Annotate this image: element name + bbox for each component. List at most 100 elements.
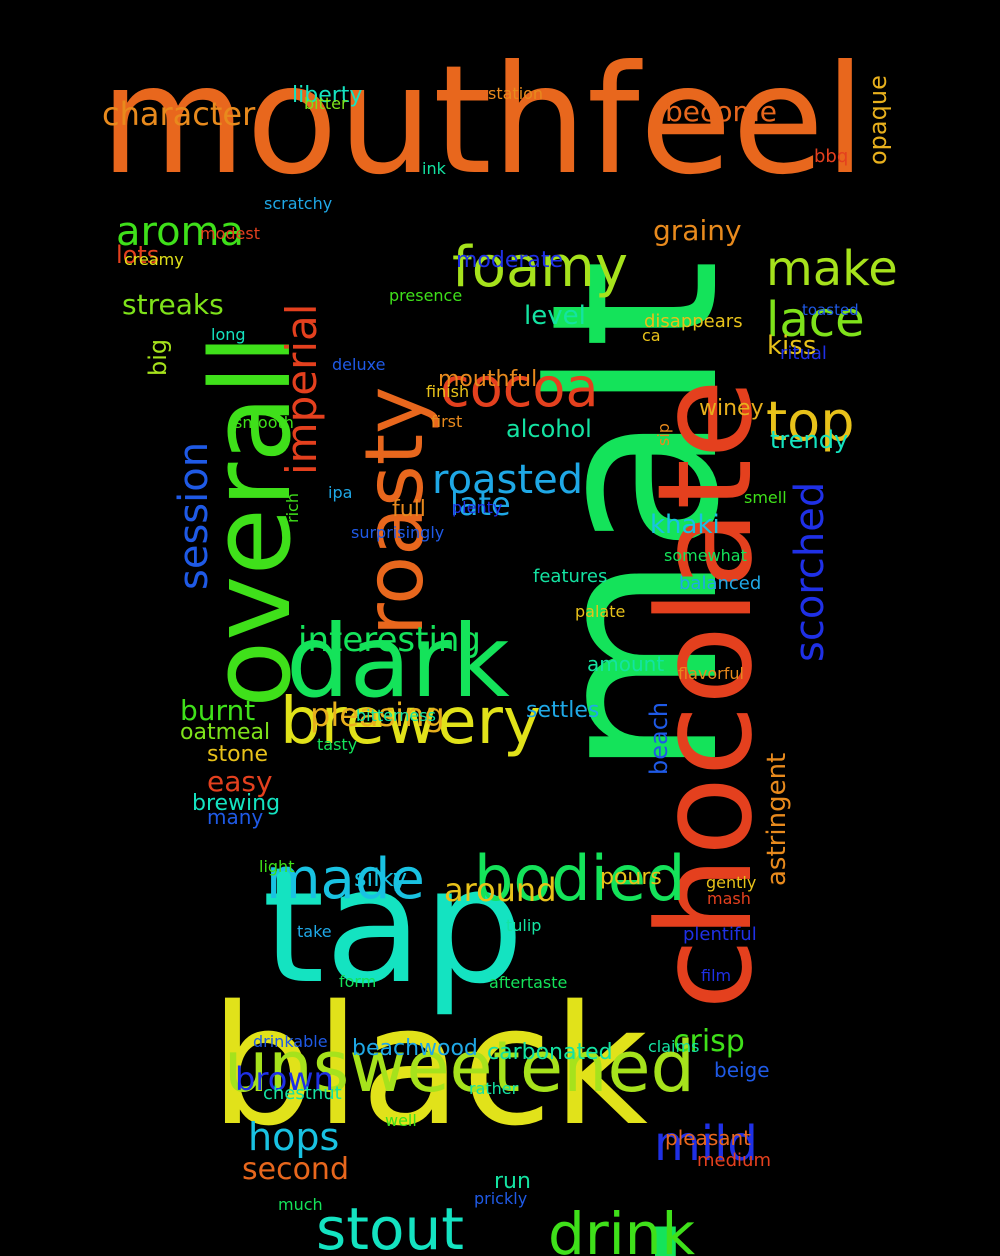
word-tap: tap [262,832,525,1019]
word-chocolate: chocolate [629,378,781,1010]
word-bitter: bitter [304,94,348,113]
word-black: black [210,970,648,1162]
word-many: many [207,805,264,829]
word-medium: medium [697,1150,771,1171]
word-drinkable: drinkable [253,1032,328,1051]
word-rich: rich [283,493,302,523]
word-stout: stout [316,1195,464,1256]
word-brewery: brewery [280,685,541,759]
word-bitterness: bitterness [356,706,436,725]
word-amount: amount [587,652,665,676]
word-alcohol: alcohol [506,415,592,443]
word-roasted: roasted [432,457,584,503]
word-presence: presence [389,286,463,305]
word-astringent: astringent [762,752,792,886]
word-claims: claims [648,1037,700,1056]
word-dark: dark [286,603,510,720]
word-gently: gently [706,873,757,892]
word-bbq: bbq [814,146,849,167]
word-character: character [102,95,256,133]
word-stone: stone [207,742,269,767]
word-grainy: grainy [653,214,742,247]
word-smell: smell [744,488,787,507]
word-prickly: prickly [474,1189,528,1208]
word-moderate: moderate [456,248,564,273]
word-lots: lots [116,241,160,269]
word-mild: mild [654,1116,758,1172]
word-features: features [533,566,608,587]
word-ritual: ritual [780,343,827,364]
word-winey: winey [699,396,764,421]
word-ink: ink [422,159,446,178]
word-run: run [494,1169,531,1194]
word-opaque: opaque [864,75,892,165]
word-finish: finish [426,382,470,401]
word-surprisingly: surprisingly [351,523,445,542]
word-hops: hops [248,1115,340,1159]
word-creamy: creamy [124,250,184,269]
word-imperial: imperial [277,303,326,475]
word-plenty: plenty [452,498,503,517]
word-ipa: ipa [328,483,353,502]
word-bodied: bodied [474,842,686,915]
word-settles: settles [526,698,600,723]
word-brewing: brewing [192,791,281,816]
word-kiss: kiss [767,331,817,361]
word-palate: palate [575,602,626,621]
word-mash: mash [707,889,751,908]
word-form: form [339,972,377,991]
word-trendy: trendy [770,426,849,454]
word-scorched: scorched [787,481,833,662]
word-tulip: tulip [506,916,542,935]
word-second: second [242,1152,349,1187]
word-take: take [297,922,332,941]
word-disappears: disappears [644,311,743,332]
word-oatmeal: oatmeal [180,720,271,745]
word-first: first [431,412,463,431]
word-toasted: toasted [802,301,859,319]
word-film: film [701,966,732,985]
word-sip: sip [654,423,673,446]
word-aftertaste: aftertaste [489,973,568,992]
word-much: much [278,1195,323,1214]
word-burnt: burnt [180,694,256,727]
word-modest: modest [200,224,260,243]
word-aroma: aroma [116,209,245,255]
word-brown: brown [235,1060,334,1098]
word-unsweetened: unsweetened [224,1026,695,1108]
word-pleasing: pleasing [310,696,445,734]
word-foamy: foamy [452,235,628,300]
word-pours: pours [600,865,662,890]
word-well: well [385,1111,417,1130]
word-crisp: crisp [673,1024,745,1059]
word-silky: silky [354,864,408,892]
word-liberty: liberty [292,83,363,108]
word-tasty: tasty [317,735,358,754]
word-made: made [266,847,425,912]
word-cocoa: cocoa [440,356,599,419]
word-light: light [259,857,295,876]
word-long: long [211,325,246,344]
word-mouthfeel: mouthfeel [100,34,866,208]
word-easy: easy [207,765,273,798]
word-pleasant: pleasant [665,1126,752,1150]
word-chestnut: chestnut [263,1083,342,1104]
word-khaki: khaki [650,510,720,540]
word-rather: rather [469,1079,519,1098]
word-station: station [488,84,544,103]
word-oat: oat [352,1195,724,1256]
word-beachwood: beachwood [352,1036,478,1061]
word-become: become [665,95,778,128]
word-make: make [766,241,898,297]
word-streaks: streaks [122,288,224,321]
word-level: level [524,301,586,331]
word-carbonated: carbonated [487,1040,613,1065]
word-big: big [144,338,172,376]
word-full: full [392,497,426,522]
word-ca: ca [642,326,661,345]
word-balanced: balanced [679,573,762,594]
word-deluxe: deluxe [332,355,386,374]
word-top: top [766,390,855,453]
word-scratchy: scratchy [264,194,333,213]
